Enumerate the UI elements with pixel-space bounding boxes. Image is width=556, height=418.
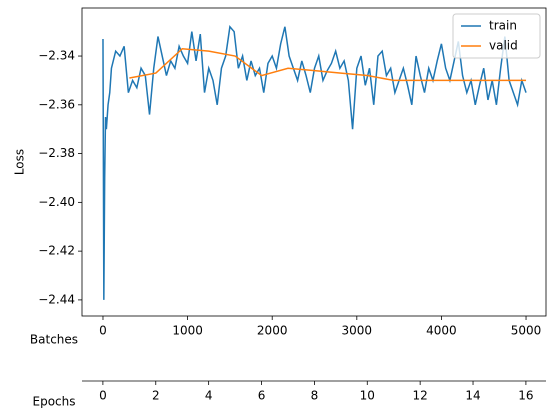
x2-tick-label: 14 [465,389,480,403]
legend-label: valid [489,39,518,53]
plot-frame [81,7,547,317]
x-axis-label: Batches [30,333,78,347]
y-tick-label: −2.42 [38,244,75,258]
x-tick-label: 4000 [426,324,457,338]
y-tick-label: −2.36 [38,97,75,111]
y-tick-label: −2.40 [38,195,75,209]
x2-tick-label: 10 [360,389,375,403]
x2-tick-label: 6 [258,389,266,403]
y-tick-label: −2.38 [38,146,75,160]
y-tick-label: −2.34 [38,49,75,63]
x-tick-label: 1000 [172,324,203,338]
x-tick-label: 0 [99,324,107,338]
x2-tick-label: 8 [311,389,319,403]
series-line [129,47,527,82]
x2-tick-label: 12 [413,389,428,403]
y-axis-label: Loss [13,149,27,175]
legend-label: train [489,19,517,33]
x2-tick-label: 16 [518,389,533,403]
x-tick-label: 5000 [511,324,542,338]
x2-tick-label: 4 [205,389,213,403]
x-tick-label: 3000 [342,324,373,338]
series-line [102,25,527,300]
legend-box [452,13,541,59]
x2-tick-label: 0 [99,389,107,403]
y-tick-label: −2.44 [38,292,75,306]
x2-tick-label: 2 [152,389,160,403]
x2-axis-label: Epochs [33,395,76,409]
x-tick-label: 2000 [257,324,288,338]
